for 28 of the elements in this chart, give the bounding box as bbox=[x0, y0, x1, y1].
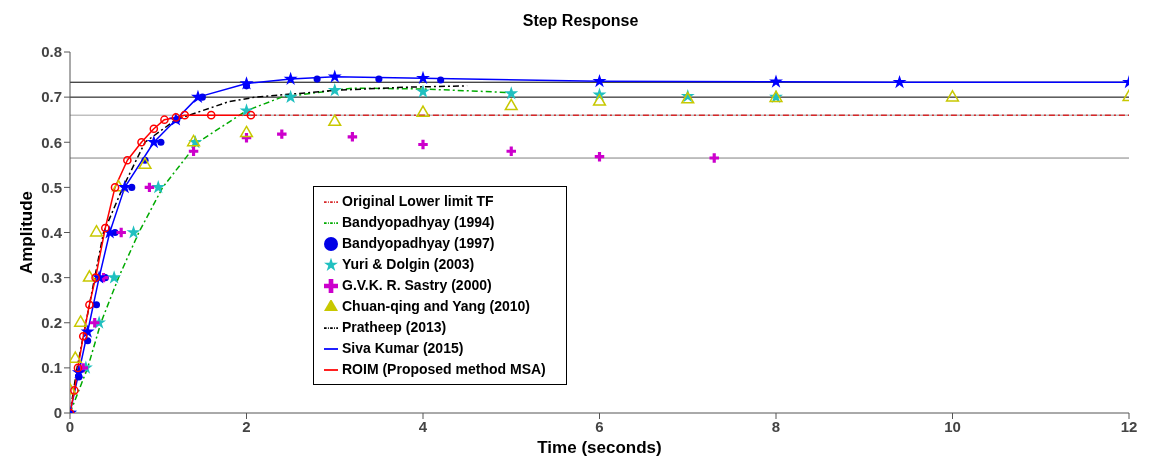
legend-label: Original Lower limit TF bbox=[342, 193, 494, 209]
legend-label: Yuri & Dolgin (2003) bbox=[342, 256, 475, 272]
legend-label: ROIM (Proposed method MSA) bbox=[342, 361, 546, 377]
legend-label: Pratheep (2013) bbox=[342, 319, 447, 335]
legend-label: Bandyopadhyay (1997) bbox=[342, 235, 495, 251]
legend-label: Chuan-qing and Yang (2010) bbox=[342, 298, 530, 314]
x-tick-label: 10 bbox=[944, 417, 961, 435]
y-tick-label: 0.8 bbox=[41, 43, 62, 61]
x-axis-title: Time (seconds) bbox=[537, 438, 662, 457]
y-tick-label: 0 bbox=[53, 404, 62, 422]
legend-label: G.V.K. R. Sastry (2000) bbox=[342, 277, 492, 293]
y-tick-label: 0.4 bbox=[41, 223, 63, 241]
x-tick-label: 8 bbox=[771, 417, 781, 435]
y-tick-label: 0.6 bbox=[41, 133, 62, 151]
y-tick-label: 0.1 bbox=[41, 359, 62, 377]
x-tick-label: 2 bbox=[242, 417, 251, 435]
y-tick-label: 0.3 bbox=[41, 268, 62, 286]
chart-title: Step Response bbox=[521, 12, 640, 30]
y-tick-label: 0.7 bbox=[41, 88, 62, 106]
x-tick-label: 0 bbox=[65, 417, 75, 435]
legend-label: Bandyopadhyay (1994) bbox=[342, 214, 495, 230]
y-axis-title: Amplitude bbox=[17, 190, 37, 275]
y-tick-label: 0.5 bbox=[41, 178, 62, 196]
y-tick-label: 0.2 bbox=[41, 314, 62, 332]
legend-label: Siva Kumar (2015) bbox=[342, 340, 464, 356]
x-tick-label: 12 bbox=[1120, 417, 1138, 435]
x-tick-label: 6 bbox=[595, 417, 604, 435]
x-tick-label: 4 bbox=[418, 417, 428, 435]
